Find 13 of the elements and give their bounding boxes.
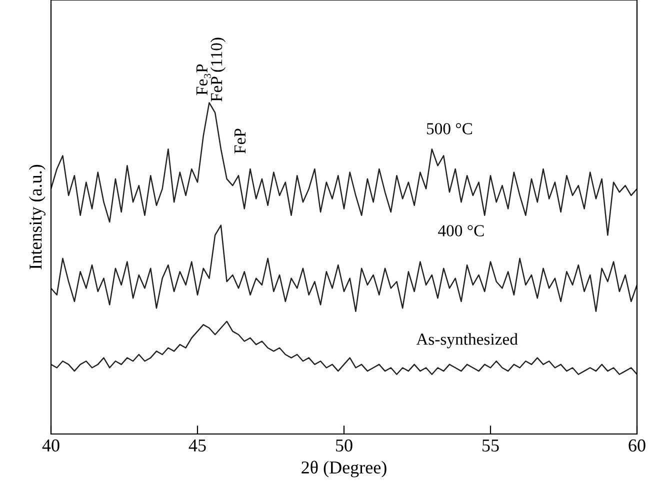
annotation: 500 °C — [426, 123, 472, 134]
x-tick-label: 60 — [628, 439, 646, 452]
x-tick-label: 55 — [482, 440, 499, 452]
x-tick-label: 50 — [336, 439, 352, 452]
y-axis-title: Intensity (a.u.) — [29, 164, 46, 270]
text: Fe₃P — [196, 64, 211, 95]
annotation: 400 °C — [438, 225, 484, 236]
x-axis-title: 2θ (Degree) — [302, 460, 386, 478]
text: FeP (110) — [210, 38, 226, 102]
x-tick-label: 40 — [42, 439, 60, 452]
annotation: FeP — [234, 128, 246, 154]
annotation: As-synthesized — [416, 333, 518, 348]
x-tick-label: 45 — [188, 440, 206, 452]
